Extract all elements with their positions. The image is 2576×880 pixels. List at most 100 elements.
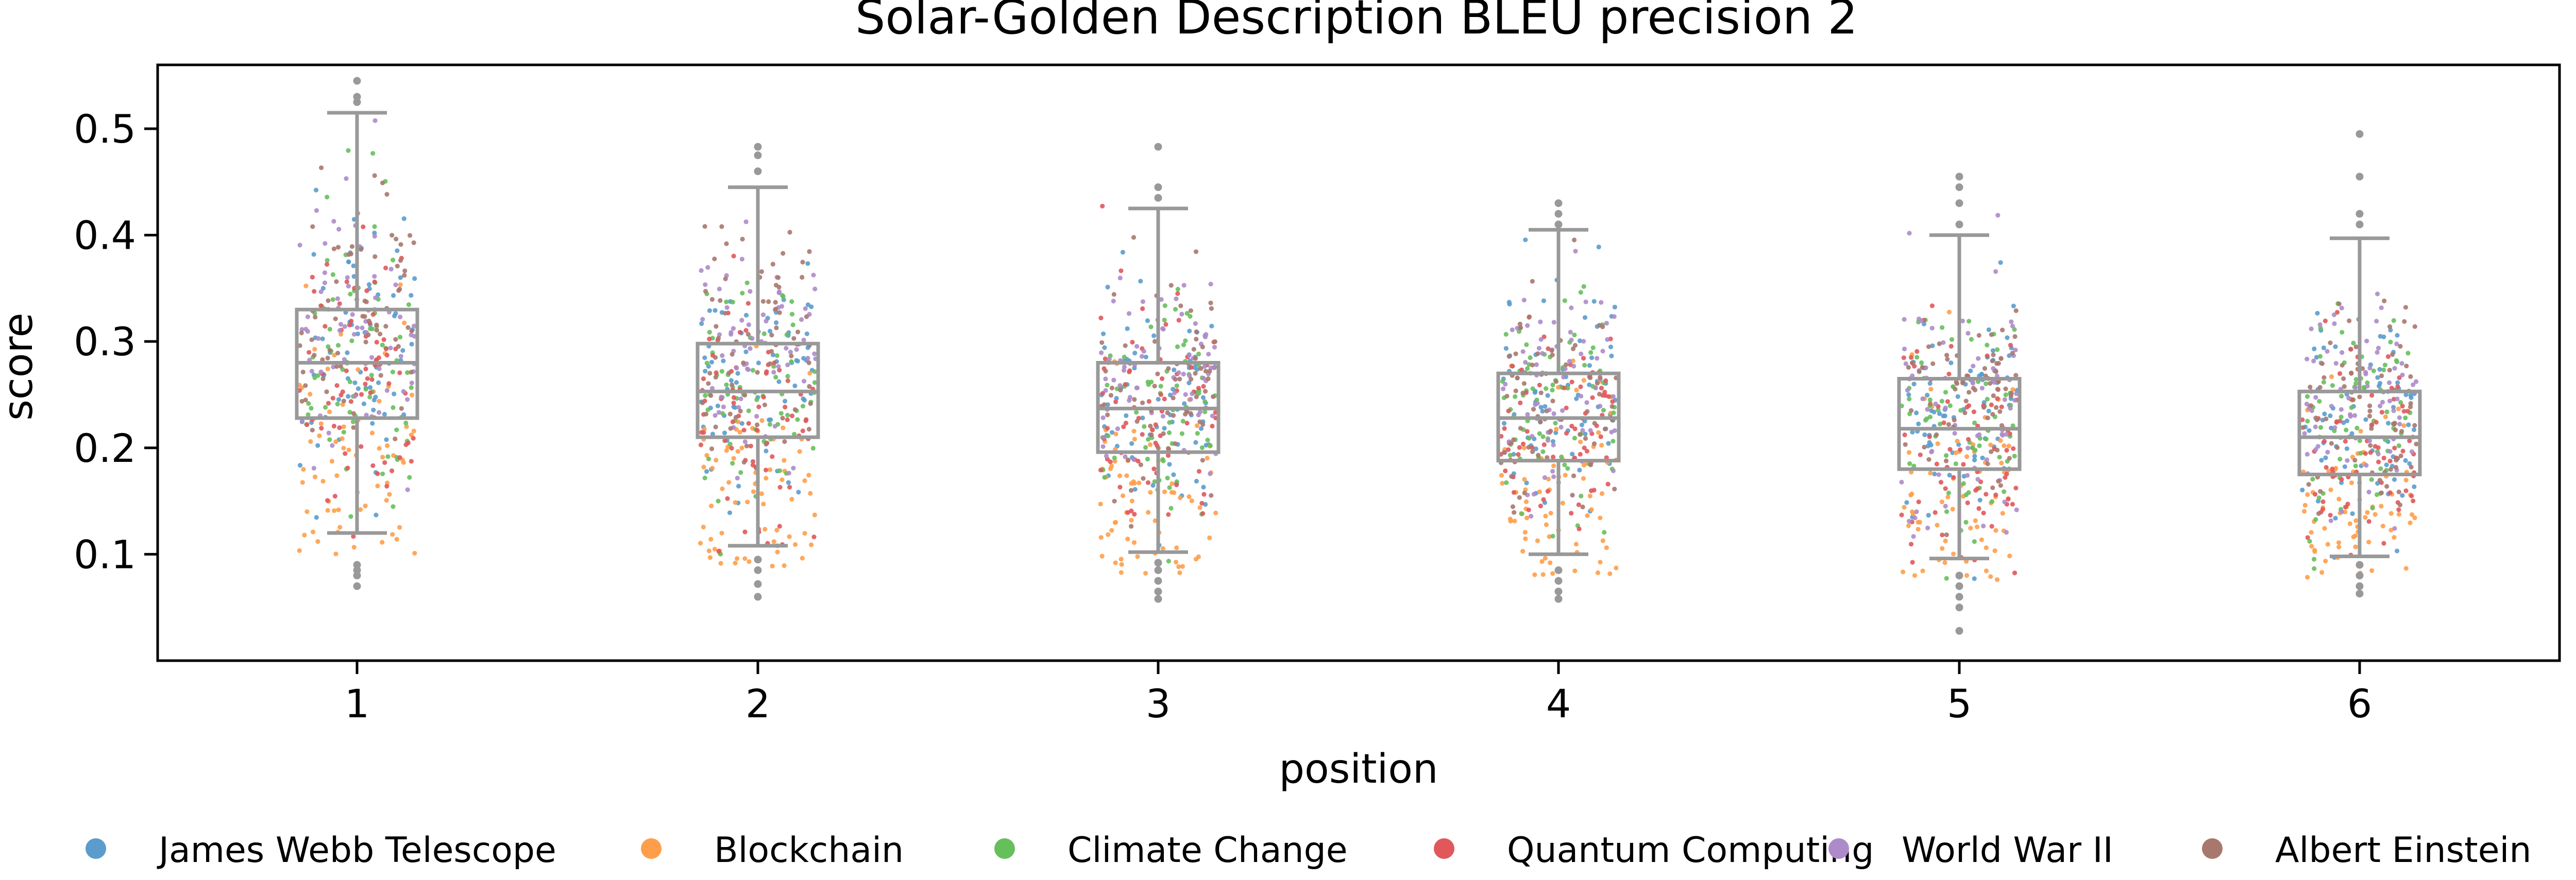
- strip-point: [1188, 314, 1193, 319]
- strip-point: [719, 394, 724, 400]
- strip-point: [1121, 424, 1126, 429]
- strip-point: [712, 256, 717, 262]
- strip-point: [2002, 489, 2007, 494]
- strip-point: [707, 555, 713, 560]
- strip-point: [707, 308, 712, 313]
- strip-point: [1916, 527, 1921, 532]
- strip-point: [1200, 422, 1206, 427]
- strip-point: [1125, 537, 1130, 542]
- strip-point: [1152, 384, 1157, 389]
- strip-point: [407, 475, 412, 480]
- strip-point: [1208, 300, 1213, 305]
- strip-point: [336, 397, 342, 402]
- strip-point: [2326, 469, 2331, 474]
- strip-point: [1963, 399, 1969, 404]
- strip-point: [1201, 384, 1206, 389]
- strip-point: [2374, 319, 2379, 324]
- strip-point: [1524, 515, 1530, 521]
- strip-point: [346, 148, 351, 153]
- strip-point: [797, 449, 802, 454]
- strip-point: [781, 294, 786, 299]
- strip-point: [2318, 489, 2323, 494]
- strip-point: [766, 299, 771, 304]
- strip-point: [1146, 510, 1151, 515]
- strip-point: [1542, 475, 1547, 480]
- strip-point: [2399, 429, 2404, 434]
- strip-point: [341, 445, 346, 451]
- strip-point: [297, 343, 302, 348]
- strip-point: [2344, 427, 2349, 433]
- strip-point: [777, 368, 782, 373]
- strip-point: [727, 510, 733, 515]
- strip-point: [2408, 520, 2413, 526]
- strip-point: [377, 410, 382, 415]
- strip-point: [1174, 296, 1179, 301]
- strip-point: [2312, 557, 2317, 562]
- strip-point: [776, 289, 782, 295]
- strip-point: [309, 337, 314, 342]
- strip-point: [412, 550, 417, 556]
- strip-point: [1932, 471, 1937, 477]
- strip-point: [1581, 284, 1586, 289]
- strip-point: [388, 346, 393, 351]
- strip-point: [1181, 342, 1187, 348]
- strip-point: [1129, 481, 1134, 486]
- strip-point: [1197, 505, 1202, 510]
- strip-point: [1579, 422, 1584, 427]
- strip-point: [1518, 325, 1523, 331]
- strip-point: [1589, 355, 1595, 360]
- strip-point: [1208, 471, 1213, 476]
- strip-point: [1150, 427, 1155, 433]
- strip-point: [717, 286, 722, 291]
- strip-point: [1100, 415, 1106, 420]
- strip-point: [787, 230, 792, 235]
- strip-point: [2412, 515, 2417, 521]
- strip-point: [1988, 442, 1993, 447]
- legend-item: Climate Change: [994, 830, 1348, 871]
- strip-point: [1510, 364, 1515, 369]
- strip-point: [727, 411, 733, 417]
- strip-point: [1988, 574, 1993, 579]
- strip-point: [346, 260, 351, 265]
- strip-point: [2369, 422, 2375, 427]
- strip-point: [2384, 462, 2389, 468]
- strip-point: [1609, 429, 1614, 435]
- strip-point: [1992, 548, 1997, 554]
- strip-point: [1172, 367, 1177, 372]
- strip-point: [710, 432, 715, 437]
- strip-point: [1523, 237, 1528, 243]
- strip-point: [409, 370, 414, 375]
- outlier-point: [1955, 172, 1963, 181]
- strip-point: [1152, 339, 1158, 344]
- strip-point: [722, 310, 728, 316]
- strip-point: [340, 436, 345, 441]
- legend-item: Albert Einstein: [2202, 830, 2532, 871]
- strip-point: [1145, 480, 1151, 485]
- strip-point: [372, 118, 378, 123]
- strip-point: [1564, 430, 1569, 436]
- strip-point: [1202, 399, 1208, 404]
- strip-point: [1614, 565, 1619, 571]
- strip-point: [2305, 575, 2310, 580]
- strip-point: [1175, 344, 1180, 350]
- legend-marker: [1434, 838, 1454, 859]
- strip-point: [2339, 305, 2344, 310]
- strip-point: [2365, 510, 2370, 515]
- strip-point: [777, 310, 782, 315]
- strip-point: [2376, 346, 2381, 351]
- strip-point: [1984, 457, 1989, 462]
- strip-point: [774, 325, 779, 331]
- strip-point: [2300, 425, 2306, 430]
- strip-point: [1585, 409, 1590, 414]
- strip-point: [714, 458, 719, 463]
- strip-point: [359, 392, 364, 397]
- strip-point: [2003, 386, 2008, 391]
- strip-point: [1998, 356, 2004, 361]
- strip-point: [2353, 381, 2359, 386]
- strip-point: [1200, 511, 1206, 516]
- strip-point: [784, 332, 789, 337]
- strip-point: [377, 366, 382, 371]
- strip-point: [2342, 384, 2347, 389]
- strip-point: [701, 524, 706, 530]
- x-tick-label: 5: [1947, 681, 1972, 727]
